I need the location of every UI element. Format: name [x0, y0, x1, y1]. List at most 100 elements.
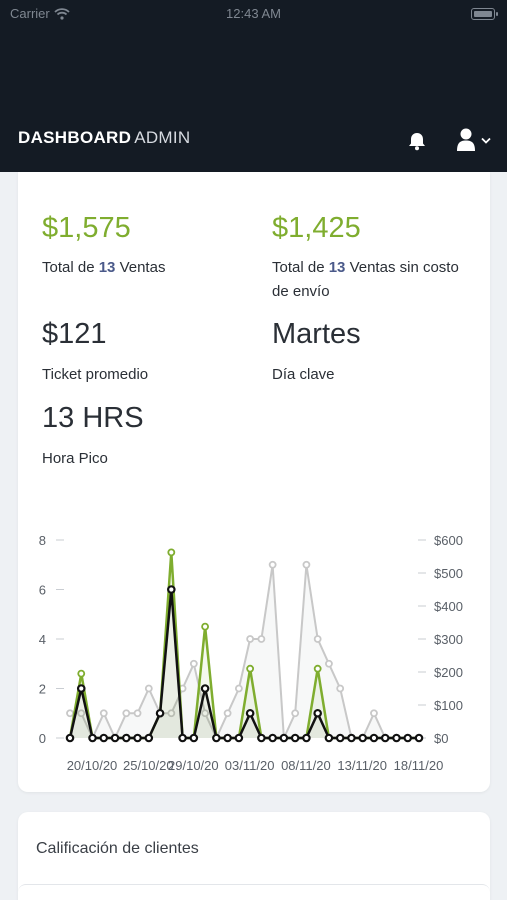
x-tick-label: 13/11/20 [337, 758, 387, 773]
series-point-2 [358, 733, 368, 743]
series-point-2 [380, 733, 390, 743]
avg-ticket-label: Ticket promedio [42, 366, 149, 383]
no-shipping-suffix: Ventas sin costo de envío [272, 259, 459, 300]
series-point-1 [167, 548, 176, 557]
no-shipping-prefix: Total de [272, 259, 329, 276]
ratings-card-title: Calificación de clientes [36, 840, 199, 857]
total-sales-label: Total de 13 Ventas [42, 256, 242, 280]
app-brand: DASHBOARD ADMIN [18, 128, 190, 148]
y-right-tick-label: $500 [434, 566, 463, 581]
status-bar: Carrier 12:43 AM [0, 0, 507, 30]
sales-summary-card: $1,575 Total de 13 Ventas $1,425 Total d… [18, 172, 490, 792]
ratings-card-body [18, 884, 490, 900]
y-right-tick-label: $600 [434, 533, 463, 548]
series-point-0 [77, 709, 86, 718]
top-navbar: DASHBOARD ADMIN [0, 30, 507, 172]
series-point-0 [234, 684, 243, 693]
series-point-0 [257, 635, 266, 643]
series-point-1 [77, 669, 86, 678]
peak-hour-label: Hora Pico [42, 450, 108, 467]
series-point-2 [76, 684, 86, 693]
total-sales-suffix: Ventas [115, 259, 166, 276]
x-tick-label: 20/10/20 [67, 758, 118, 773]
y-left-tick-label: 6 [39, 583, 46, 598]
x-tick-label: 25/10/20 [123, 758, 174, 773]
y-right-tick-label: $400 [434, 599, 463, 614]
series-point-2 [279, 733, 289, 743]
series-point-0 [66, 709, 74, 718]
key-day-label: Día clave [272, 366, 335, 383]
series-point-2 [155, 708, 165, 718]
no-shipping-sales-label: Total de 13 Ventas sin costo de envío [272, 256, 472, 304]
series-point-2 [110, 733, 120, 743]
user-icon [457, 128, 491, 151]
series-point-2 [257, 733, 266, 743]
series-point-0 [167, 709, 176, 718]
chevron-down-icon [481, 137, 491, 144]
peak-hour-value: 13 HRS [42, 402, 144, 434]
series-point-2 [65, 733, 75, 743]
carrier-label: Carrier [10, 6, 50, 21]
ratings-card: Calificación de clientes [18, 812, 490, 900]
x-tick-label: 03/11/20 [225, 758, 275, 773]
series-point-0 [99, 709, 108, 718]
series-point-2 [245, 708, 255, 718]
no-shipping-sales-value: $1,425 [272, 212, 361, 244]
series-point-0 [201, 709, 209, 718]
series-point-0 [223, 709, 232, 718]
x-tick-label: 29/10/20 [168, 758, 219, 773]
series-point-2 [313, 708, 322, 718]
sales-chart: 0 2 4 6 8 $0 $100 $200 $300 $400 $500 $600 20/10/20 2… [18, 522, 490, 782]
y-left-tick-label: 4 [39, 632, 46, 647]
series-point-2 [212, 733, 221, 743]
series-area-0 [70, 564, 419, 738]
series-point-0 [302, 560, 311, 569]
series-point-2 [144, 733, 154, 743]
series-point-2 [234, 733, 244, 743]
series-point-2 [88, 733, 97, 743]
sales-chart-svg: 0 2 4 6 8 $0 $100 $200 $300 $400 $500 $600 20/10/20 2… [39, 533, 463, 773]
series-point-0 [291, 709, 300, 718]
y-left-tick-label: 0 [39, 731, 46, 746]
total-sales-prefix: Total de [42, 259, 99, 276]
series-point-0 [246, 635, 255, 643]
bell-icon[interactable] [406, 131, 428, 151]
brand-dashboard: DASHBOARD [18, 128, 132, 147]
series-point-0 [313, 635, 322, 643]
series-point-0 [133, 709, 142, 718]
key-day-value: Martes [272, 318, 361, 350]
series-point-2 [369, 733, 379, 743]
total-sales-value: $1,575 [42, 212, 131, 244]
battery-icon [471, 8, 498, 20]
series-point-2 [324, 733, 334, 743]
series-point-0 [189, 659, 198, 668]
series-point-2 [167, 585, 176, 594]
series-point-0 [370, 709, 378, 718]
series-point-2 [223, 733, 232, 743]
series-point-2 [414, 733, 424, 743]
series-point-2 [200, 684, 210, 693]
avg-ticket-value: $121 [42, 318, 107, 350]
series-point-2 [290, 733, 300, 743]
user-menu-button[interactable] [455, 127, 495, 153]
series-point-1 [313, 664, 322, 673]
brand-admin: ADMIN [134, 128, 191, 147]
no-shipping-count: 13 [328, 259, 346, 276]
series-point-2 [302, 733, 311, 743]
series-point-0 [122, 709, 131, 718]
total-sales-count: 13 [98, 259, 116, 276]
series-point-2 [178, 733, 187, 743]
series-point-1 [201, 622, 209, 631]
series-point-1 [246, 664, 255, 673]
series-point-0 [268, 560, 277, 569]
y-right-tick-label: $0 [434, 731, 448, 746]
clock: 12:43 AM [226, 6, 281, 21]
y-right-tick-label: $300 [434, 632, 463, 647]
x-tick-label: 08/11/20 [281, 758, 331, 773]
series-point-2 [133, 733, 142, 743]
x-tick-label: 18/11/20 [394, 758, 444, 773]
series-point-2 [99, 733, 109, 743]
y-right-tick-label: $100 [434, 698, 463, 713]
series-line-1 [68, 551, 419, 740]
series-point-2 [403, 733, 413, 743]
